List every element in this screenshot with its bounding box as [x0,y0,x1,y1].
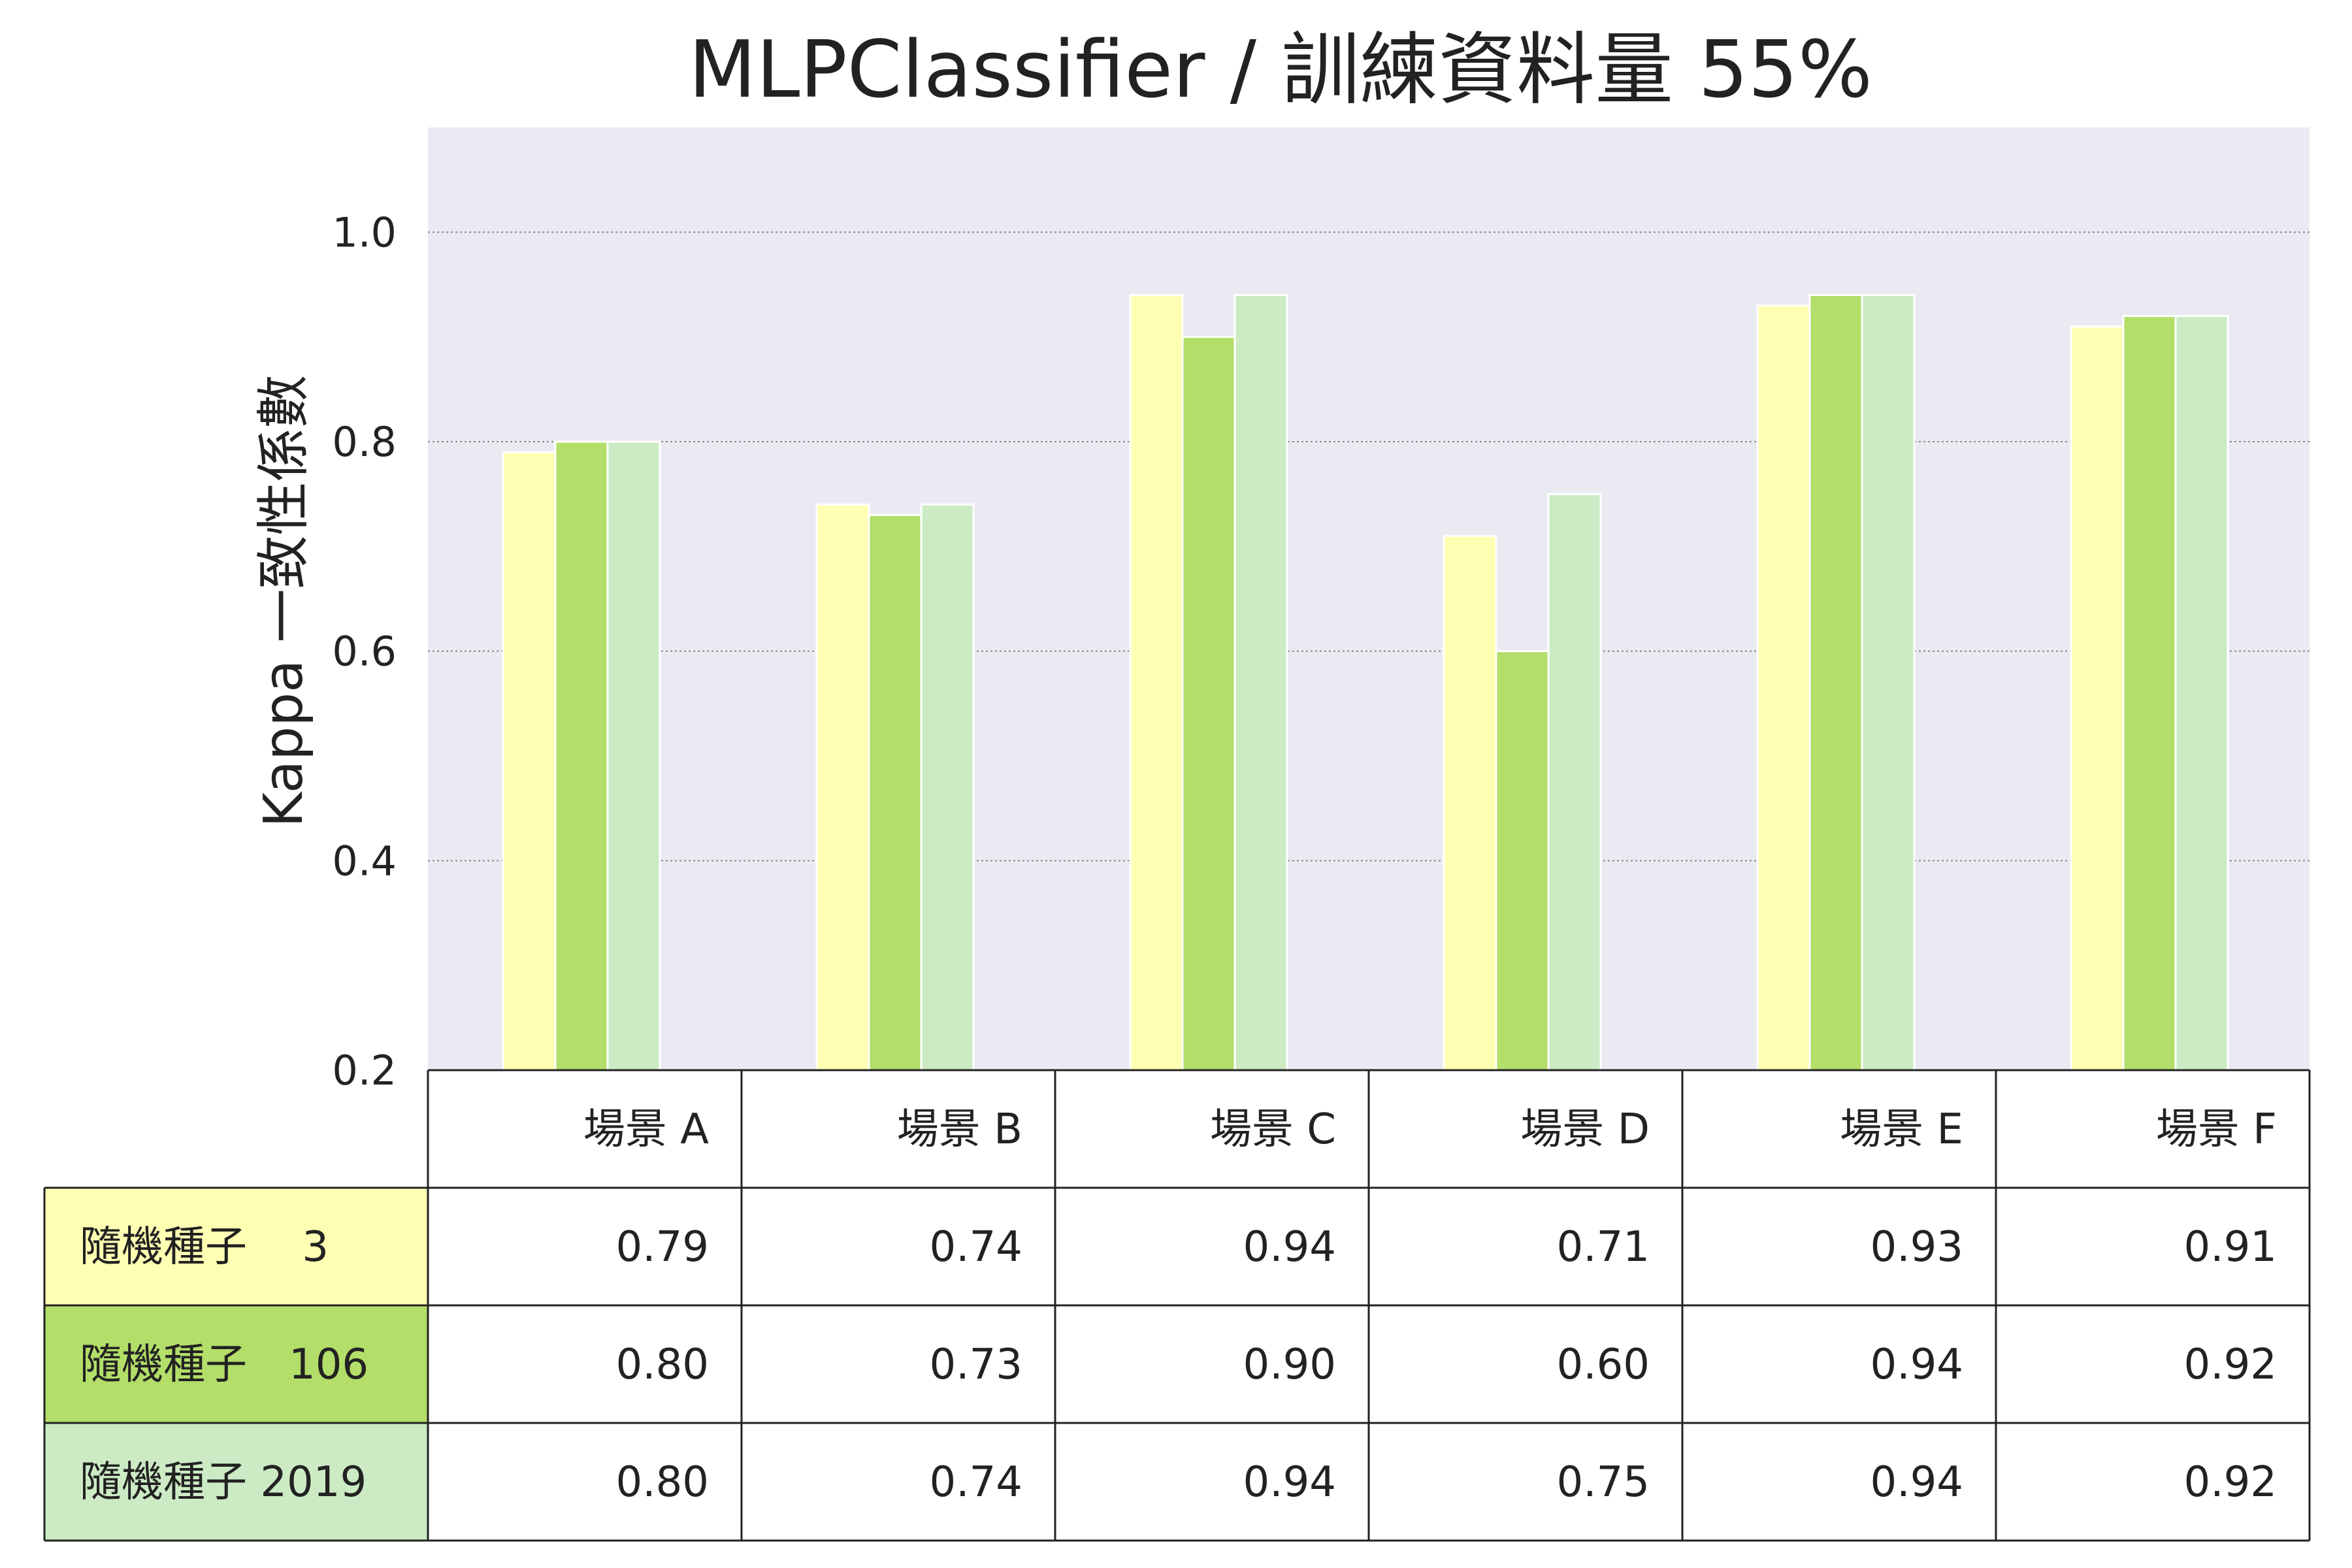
x-tick-label: 場景 D [1520,1105,1650,1154]
bar [554,440,609,1071]
bar [920,503,975,1071]
bar [1861,294,1916,1071]
y-axis-ticks: 0.2 0.4 0.6 0.8 1.0 [332,208,397,1094]
data-label: 0.92 [2184,1341,2278,1389]
legend-label: 隨機種子 106 [80,1341,368,1389]
y-tick-label: 0.8 [332,418,397,466]
data-label: 0.60 [1557,1341,1650,1389]
legend-label: 隨機種子 2019 [80,1458,367,1507]
bars [502,294,2229,1071]
legend-label: 隨機種子 3 [80,1223,329,1271]
data-table: 場景 A 場景 B 場景 C 場景 D 場景 E 場景 F 隨機種子 3 0.79 0.74 0.… [43,1069,2311,1542]
data-label: 0.79 [616,1223,710,1271]
data-label: 0.73 [930,1341,1023,1389]
bar [2070,325,2125,1071]
bar [868,514,923,1071]
data-label: 0.94 [1243,1458,1337,1507]
y-tick-label: 1.0 [332,208,397,256]
bar [815,503,870,1071]
data-label: 0.80 [616,1458,710,1507]
data-label: 0.94 [1870,1458,1964,1507]
data-label: 0.90 [1243,1341,1337,1389]
data-label: 0.80 [616,1341,710,1389]
data-label: 0.94 [1870,1341,1964,1389]
bar [2174,315,2229,1071]
bar [1129,294,1184,1071]
x-tick-label: 場景 F [2156,1105,2277,1154]
bar [1233,294,1288,1071]
data-label: 0.75 [1557,1458,1650,1507]
data-label: 0.91 [2184,1223,2278,1271]
data-label: 0.74 [930,1223,1023,1271]
plot-area [428,127,2310,1070]
bar [1756,304,1811,1071]
legend-swatch [44,1305,428,1423]
bar [1181,336,1236,1071]
data-label: 0.94 [1243,1223,1337,1271]
legend-swatch [44,1188,428,1305]
chart-title: MLPClassifier / 訓練資料量 55% [689,25,1872,116]
y-tick-label: 0.4 [332,837,397,885]
y-axis-label: Kappa 一致性係數 [253,375,315,828]
x-tick-label: 場景 A [583,1105,709,1154]
x-tick-label: 場景 B [897,1105,1022,1154]
bar [1547,493,1602,1071]
x-tick-label: 場景 E [1840,1105,1963,1154]
bar [606,440,661,1071]
bar [502,451,557,1071]
data-label: 0.93 [1870,1223,1964,1271]
data-label: 0.71 [1557,1223,1650,1271]
data-label: 0.92 [2184,1458,2278,1507]
y-tick-label: 0.2 [332,1047,397,1094]
bar [2122,315,2177,1071]
legend-swatch [44,1423,428,1541]
bar [1443,534,1497,1071]
x-tick-label: 場景 C [1210,1105,1336,1154]
y-tick-label: 0.6 [332,628,397,676]
data-label: 0.74 [930,1458,1023,1507]
bar [1495,650,1550,1071]
bar [1808,294,1863,1071]
